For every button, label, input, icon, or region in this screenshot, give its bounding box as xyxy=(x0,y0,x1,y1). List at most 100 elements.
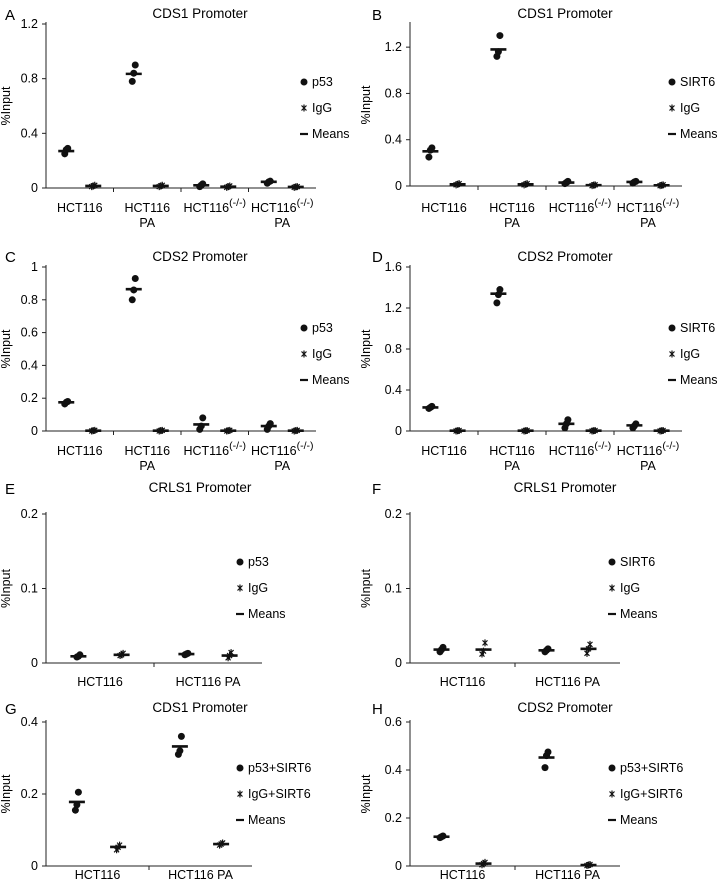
x-category-label: HCT116 xyxy=(440,675,486,689)
y-tick-label: 0.2 xyxy=(21,787,38,801)
legend-cross-icon xyxy=(237,790,243,798)
legend-cross-icon xyxy=(669,350,675,358)
legend-cross-icon xyxy=(609,790,615,798)
chart-panel-d: D CDS2 Promoter %Input 0 0.4 0.8 1.2 1.6 HCT116 H… xyxy=(359,249,718,473)
chart-title: CRLS1 Promoter xyxy=(514,480,617,495)
data-point-dot xyxy=(541,764,549,772)
legend-label: IgG xyxy=(680,347,700,361)
y-tick-label: 0.2 xyxy=(385,811,402,825)
y-tick-label: 0 xyxy=(31,859,38,873)
x-category-label-line2: PA xyxy=(504,216,520,230)
legend-label: p53 xyxy=(248,555,269,569)
panel-letter: D xyxy=(372,249,383,266)
x-category-label: HCT116 xyxy=(421,444,467,458)
data-point-dot xyxy=(74,788,82,796)
chart-panel-b: B CDS1 Promoter %Input 0 0.4 0.8 1.2 HCT116 HCT1… xyxy=(359,6,718,230)
y-tick-label: 1.2 xyxy=(385,301,402,315)
x-category-label: HCT116 PA xyxy=(176,675,242,689)
chart-title: CDS2 Promoter xyxy=(517,700,613,715)
legend: p53+SIRT6 IgG+SIRT6 Means xyxy=(236,761,311,827)
y-axis-label: %Input xyxy=(0,329,13,368)
legend-dot-icon xyxy=(668,324,676,332)
legend-label: Means xyxy=(248,813,286,827)
legend-dot-icon xyxy=(236,558,244,566)
data-point-dot xyxy=(71,806,79,814)
legend: SIRT6 IgG Means xyxy=(668,321,718,387)
data-point-dot xyxy=(493,299,501,307)
legend-cross-icon xyxy=(301,350,307,358)
legend: p53 IgG Means xyxy=(300,321,350,387)
legend-cross-icon xyxy=(301,104,307,112)
chart-title: CDS1 Promoter xyxy=(152,6,248,21)
legend-label: Means xyxy=(312,127,350,141)
x-category-label-line2: PA xyxy=(504,459,520,473)
legend-label: Means xyxy=(620,813,658,827)
legend-label: IgG xyxy=(312,101,332,115)
x-category-label: HCT116 xyxy=(57,444,103,458)
legend-label: IgG xyxy=(680,101,700,115)
data-point-dot xyxy=(176,747,184,755)
legend-label: p53 xyxy=(312,75,333,89)
legend-label: IgG+SIRT6 xyxy=(248,787,311,801)
x-category-label: HCT116(-/-) xyxy=(617,440,680,458)
legend-label: Means xyxy=(680,373,718,387)
y-tick-label: 0.4 xyxy=(385,763,402,777)
x-category-label: HCT116 xyxy=(489,444,535,458)
x-category-label: HCT116 xyxy=(57,201,103,215)
chart-panel-e: E CRLS1 Promoter %Input 0 0.1 0.2 HCT116 HCT116… xyxy=(0,480,286,689)
x-category-label: HCT116 PA xyxy=(168,868,234,882)
chart-panel-f: F CRLS1 Promoter %Input 0 0.1 0.2 HCT116 HCT116… xyxy=(359,480,658,689)
y-tick-label: 0.2 xyxy=(385,507,402,521)
x-category-label: HCT116(-/-) xyxy=(617,197,680,215)
y-axis-label: %Input xyxy=(359,774,373,813)
panel-letter: F xyxy=(372,481,381,498)
y-axis-label: %Input xyxy=(0,569,13,608)
y-tick-label: 0 xyxy=(395,656,402,670)
x-category-label: HCT116(-/-) xyxy=(183,440,246,458)
panel-letter: H xyxy=(372,701,383,718)
legend-label: IgG+SIRT6 xyxy=(620,787,683,801)
y-tick-label: 0.6 xyxy=(385,715,402,729)
legend-label: p53+SIRT6 xyxy=(248,761,311,775)
legend-label: SIRT6 xyxy=(620,555,655,569)
panel-letter: B xyxy=(372,7,382,24)
y-tick-label: 0.6 xyxy=(21,326,38,340)
x-category-label: HCT116(-/-) xyxy=(549,440,612,458)
x-category-label: HCT116(-/-) xyxy=(183,197,246,215)
x-category-label-line2: PA xyxy=(139,216,155,230)
x-category-label-line2: PA xyxy=(139,459,155,473)
x-category-label: HCT116 PA xyxy=(535,868,601,882)
data-point-dot xyxy=(131,274,139,282)
y-tick-label: 0.1 xyxy=(21,582,38,596)
chart-panel-a: A CDS1 Promoter %Input 0 0.4 0.8 1.2 HCT116 HCT1… xyxy=(0,6,350,230)
panel-letter: C xyxy=(5,249,16,266)
chart-panel-c: C CDS2 Promoter %Input 0 0.2 0.4 0.6 0.8 1 HCT116… xyxy=(0,249,350,473)
y-tick-label: 0.4 xyxy=(21,358,38,372)
legend-label: Means xyxy=(248,607,286,621)
legend: p53+SIRT6 IgG+SIRT6 Means xyxy=(608,761,683,827)
y-axis-label: %Input xyxy=(359,329,373,368)
y-tick-label: 0 xyxy=(31,181,38,195)
x-category-label: HCT116 xyxy=(75,868,121,882)
y-tick-label: 0.2 xyxy=(21,507,38,521)
x-category-label: HCT116 xyxy=(124,444,170,458)
x-category-label: HCT116 xyxy=(124,201,170,215)
y-tick-label: 0.4 xyxy=(21,715,38,729)
y-tick-label: 0.8 xyxy=(385,86,402,100)
y-tick-label: 1 xyxy=(31,260,38,274)
chart-title: CRLS1 Promoter xyxy=(149,480,252,495)
legend-cross-icon xyxy=(669,104,675,112)
data-point-dot xyxy=(425,153,433,161)
legend-cross-icon xyxy=(609,584,615,592)
x-category-label: HCT116 PA xyxy=(535,675,601,689)
data-point-dot xyxy=(128,296,136,304)
y-axis-label: %Input xyxy=(0,86,13,125)
legend: SIRT6 IgG Means xyxy=(668,75,718,141)
legend-label: IgG xyxy=(620,581,640,595)
legend-label: IgG xyxy=(248,581,268,595)
x-category-label: HCT116 xyxy=(440,868,486,882)
y-tick-label: 0 xyxy=(395,859,402,873)
y-tick-label: 0.8 xyxy=(21,293,38,307)
legend-cross-icon xyxy=(237,584,243,592)
